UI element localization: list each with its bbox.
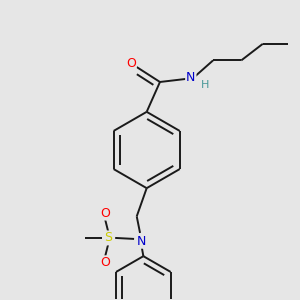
Text: S: S [104, 231, 112, 244]
Text: N: N [137, 235, 146, 248]
Text: O: O [126, 57, 136, 70]
Text: O: O [100, 206, 110, 220]
Text: H: H [201, 80, 210, 90]
Text: O: O [100, 256, 110, 269]
Text: N: N [186, 70, 196, 83]
